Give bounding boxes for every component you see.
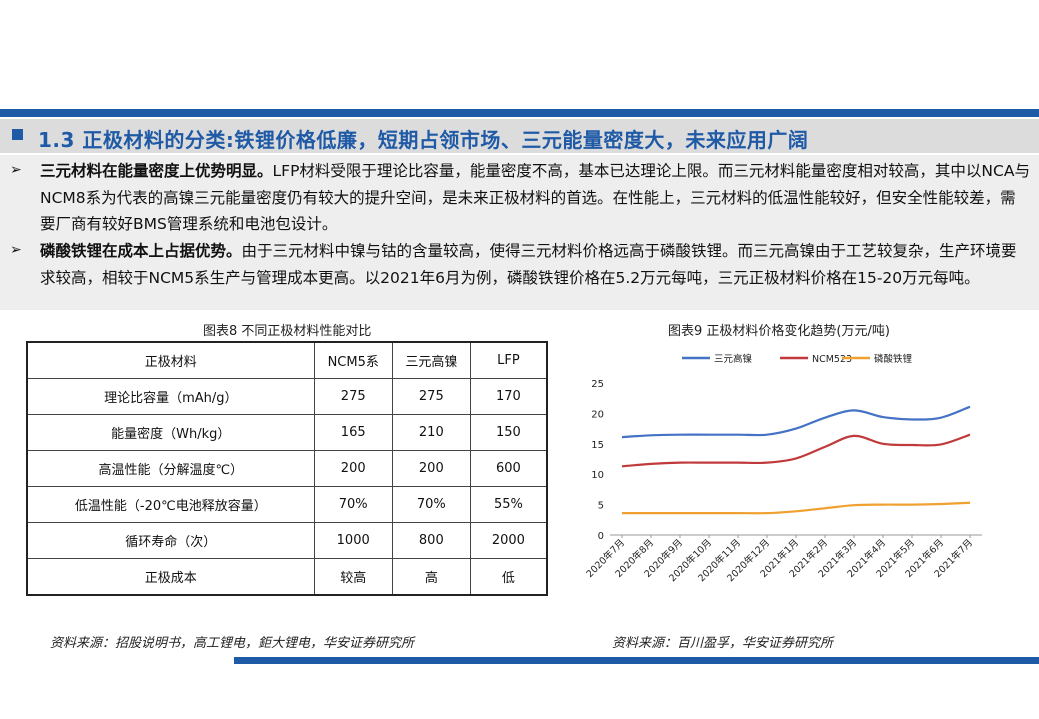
table-header-row: 正极材料 NCM5系 三元高镍 LFP bbox=[26, 341, 548, 379]
chart-source: 资料来源：百川盈孚，华安证券研究所 bbox=[612, 636, 834, 651]
table-caption: 图表8 不同正极材料性能对比 bbox=[203, 324, 372, 339]
table-cell: 高 bbox=[391, 558, 471, 596]
arrow-bullet-icon: ➢ bbox=[10, 242, 22, 258]
summary-paragraph-2: 磷酸铁锂在成本上占据优势。由于三元材料中镍与钴的含量较高，使得三元材料价格远高于… bbox=[40, 238, 1030, 291]
legend-label: 三元高镍 bbox=[714, 353, 753, 365]
section-title: 1.3 正极材料的分类:铁锂价格低廉，短期占领市场、三元能量密度大，未来应用广阔 bbox=[38, 128, 809, 152]
table-cell: 循环寿命（次） bbox=[26, 522, 315, 559]
table-cell: 70% bbox=[391, 486, 471, 523]
series-line bbox=[621, 405, 971, 439]
table-row: 低温性能（-20℃电池释放容量） 70% 70% 55% bbox=[26, 486, 548, 523]
paragraph-2-body: 由于三元材料中镍与钴的含量较高，使得三元材料价格远高于磷酸铁锂。而三元高镍由于工… bbox=[40, 242, 1017, 287]
table-cell: 800 bbox=[391, 522, 471, 559]
table-row: 理论比容量（mAh/g） 275 275 170 bbox=[26, 378, 548, 415]
table-cell: 165 bbox=[313, 414, 393, 451]
y-tick-label: 25 bbox=[591, 379, 604, 390]
table-cell: 能量密度（Wh/kg） bbox=[26, 414, 315, 451]
table-cell: 2000 bbox=[469, 522, 548, 559]
y-tick-label: 20 bbox=[591, 409, 604, 420]
table-cell: 低温性能（-20℃电池释放容量） bbox=[26, 486, 315, 523]
paragraph-2-lead: 磷酸铁锂在成本上占据优势。 bbox=[40, 242, 242, 260]
table-cell: 55% bbox=[469, 486, 548, 523]
table-cell: NCM5系 bbox=[313, 341, 393, 379]
paragraph-1-body: LFP材料受限于理论比容量，能量密度不高，基本已达理论上限。而三元材料能量密度相… bbox=[40, 162, 1030, 233]
table-cell: 210 bbox=[391, 414, 471, 451]
table-cell: 理论比容量（mAh/g） bbox=[26, 378, 315, 415]
y-tick-label: 0 bbox=[598, 531, 604, 542]
table-cell: 高温性能（分解温度℃） bbox=[26, 450, 315, 487]
table-cell: 1000 bbox=[313, 522, 393, 559]
table-row: 循环寿命（次） 1000 800 2000 bbox=[26, 522, 548, 559]
table-row: 高温性能（分解温度℃） 200 200 600 bbox=[26, 450, 548, 487]
price-trend-chart: 05101520252020年7月2020年8月2020年9月2020年10月2… bbox=[584, 353, 982, 584]
legend-label: NCM523 bbox=[812, 354, 852, 365]
table-cell: 170 bbox=[469, 378, 548, 415]
summary-box bbox=[0, 155, 1039, 310]
table-cell: 275 bbox=[391, 378, 471, 415]
paragraph-1-lead: 三元材料在能量密度上优势明显。 bbox=[40, 162, 273, 180]
table-cell: 200 bbox=[391, 450, 471, 487]
performance-table: 正极材料 NCM5系 三元高镍 LFP 理论比容量（mAh/g） 275 275 170 能量密… bbox=[26, 341, 548, 596]
table-cell: 200 bbox=[313, 450, 393, 487]
y-tick-label: 15 bbox=[591, 440, 604, 451]
table-cell: 低 bbox=[469, 558, 548, 596]
table-cell: 正极材料 bbox=[26, 341, 315, 379]
table-cell: 正极成本 bbox=[26, 558, 315, 596]
series-line bbox=[621, 501, 971, 515]
series-line bbox=[621, 433, 971, 468]
table-cell: 较高 bbox=[313, 558, 393, 596]
table-cell: LFP bbox=[469, 341, 548, 379]
table-row: 正极成本 较高高低 bbox=[26, 558, 548, 596]
table-cell: 150 bbox=[469, 414, 548, 451]
y-tick-label: 10 bbox=[591, 470, 604, 481]
table-cell: 三元高镍 bbox=[391, 341, 471, 379]
header-top-rule bbox=[0, 109, 1039, 117]
title-square-icon bbox=[12, 129, 23, 140]
summary-paragraph-1: 三元材料在能量密度上优势明显。LFP材料受限于理论比容量，能量密度不高，基本已达… bbox=[40, 158, 1030, 238]
table-cell: 275 bbox=[313, 378, 393, 415]
table-cell: 600 bbox=[469, 450, 548, 487]
section-title-band bbox=[0, 119, 1039, 153]
chart-caption: 图表9 正极材料价格变化趋势(万元/吨) bbox=[668, 324, 890, 339]
y-tick-label: 5 bbox=[598, 501, 604, 512]
legend-label: 磷酸铁锂 bbox=[874, 353, 913, 365]
table-row: 能量密度（Wh/kg） 165 210 150 bbox=[26, 414, 548, 451]
table-source: 资料来源：招股说明书，高工锂电，鉅大锂电，华安证券研究所 bbox=[50, 636, 415, 651]
arrow-bullet-icon: ➢ bbox=[10, 162, 22, 178]
footer-rule bbox=[234, 657, 1039, 664]
table-cell: 70% bbox=[313, 486, 393, 523]
